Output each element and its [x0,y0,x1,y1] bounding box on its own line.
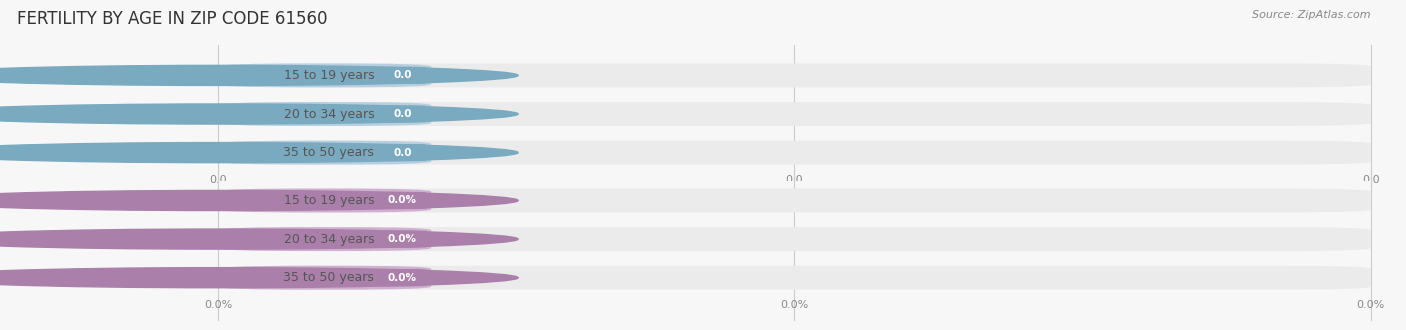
FancyBboxPatch shape [218,141,1371,165]
Circle shape [0,190,519,211]
Text: 20 to 34 years: 20 to 34 years [284,233,374,246]
Text: 0.0: 0.0 [394,70,412,81]
Text: 15 to 19 years: 15 to 19 years [284,194,374,207]
Text: 0.0: 0.0 [394,148,412,158]
FancyBboxPatch shape [218,141,432,165]
Circle shape [0,229,519,249]
Text: 0.0%: 0.0% [388,234,418,244]
FancyBboxPatch shape [218,227,432,251]
Circle shape [0,143,519,163]
FancyBboxPatch shape [218,102,432,126]
Text: 0.0: 0.0 [394,109,412,119]
FancyBboxPatch shape [378,67,426,84]
Circle shape [0,268,519,288]
Text: FERTILITY BY AGE IN ZIP CODE 61560: FERTILITY BY AGE IN ZIP CODE 61560 [17,10,328,28]
Text: 35 to 50 years: 35 to 50 years [284,146,374,159]
FancyBboxPatch shape [218,266,1371,290]
FancyBboxPatch shape [378,230,426,248]
Circle shape [0,104,519,124]
Text: 0.0%: 0.0% [388,195,418,206]
FancyBboxPatch shape [218,227,1371,251]
FancyBboxPatch shape [218,63,432,87]
Text: 20 to 34 years: 20 to 34 years [284,108,374,120]
Text: 15 to 19 years: 15 to 19 years [284,69,374,82]
FancyBboxPatch shape [218,102,1371,126]
FancyBboxPatch shape [378,144,426,161]
FancyBboxPatch shape [378,105,426,123]
Circle shape [0,65,519,85]
Text: 35 to 50 years: 35 to 50 years [284,271,374,284]
FancyBboxPatch shape [218,266,432,290]
FancyBboxPatch shape [218,63,1371,87]
FancyBboxPatch shape [378,269,426,286]
FancyBboxPatch shape [218,188,1371,213]
Text: Source: ZipAtlas.com: Source: ZipAtlas.com [1253,10,1371,20]
Text: 0.0%: 0.0% [388,273,418,283]
FancyBboxPatch shape [218,188,432,213]
FancyBboxPatch shape [378,192,426,209]
